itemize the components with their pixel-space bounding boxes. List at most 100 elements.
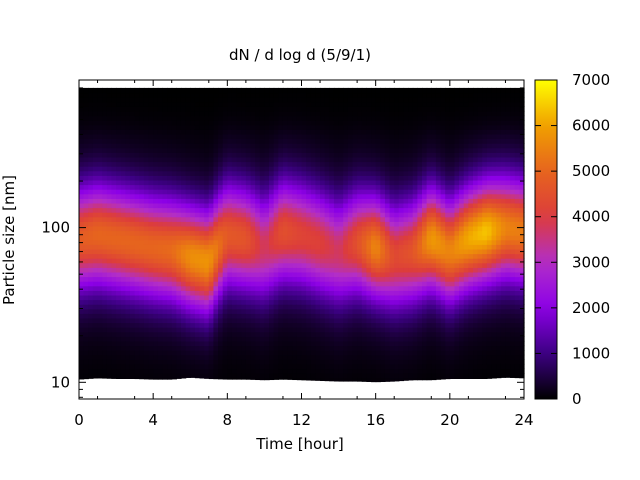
heatmap-cell [167,166,173,172]
heatmap-cell [343,354,349,360]
heatmap-cell [259,340,266,347]
heatmap-cell [176,207,182,213]
heatmap-cell [394,235,400,241]
heatmap-cell [79,230,85,236]
heatmap-cell [222,147,228,153]
heatmap-cell [343,294,349,301]
heatmap-cell [125,373,131,379]
heatmap-plot-area [79,87,525,383]
heatmap-cell [338,212,344,218]
heatmap-cell [213,244,219,250]
heatmap-cell [194,129,201,135]
heatmap-cell [92,225,99,232]
heatmap-cell [375,175,381,181]
heatmap-cell [125,175,131,181]
heatmap-cell [255,147,261,153]
heatmap-cell [129,212,136,218]
heatmap-cell [422,258,428,264]
heatmap-cell [412,124,418,130]
heatmap-cell [278,350,284,356]
heatmap-cell [245,170,252,176]
heatmap-cell [245,350,252,356]
heatmap-cell [269,285,275,291]
heatmap-cell [139,110,145,117]
heatmap-cell [426,359,432,365]
heatmap-cell [129,92,136,98]
heatmap-cell [398,336,405,342]
heatmap-cell [88,239,94,245]
heatmap-cell [352,115,358,121]
heatmap-cell [357,170,363,176]
heatmap-cell [259,106,266,112]
heatmap-cell [380,340,386,347]
heatmap-cell [357,262,363,268]
heatmap-cell [426,368,432,374]
heatmap-cell [273,97,279,103]
heatmap-cell [324,350,330,356]
heatmap-cell [102,193,108,199]
heatmap-cell [111,92,117,98]
heatmap-cell [371,184,377,190]
heatmap-cell [389,235,395,241]
heatmap-cell [190,331,196,337]
heatmap-cell [255,129,261,135]
heatmap-cell [403,202,409,209]
heatmap-cell [241,225,247,232]
heatmap-cell [213,87,219,94]
heatmap-cell [102,235,108,241]
heatmap-cell [129,129,136,135]
heatmap-cell [167,235,173,241]
heatmap-cell [204,198,210,204]
heatmap-cell [204,340,210,347]
heatmap-cell [83,359,89,365]
heatmap-cell [435,258,442,264]
heatmap-cell [222,354,228,360]
heatmap-cell [320,221,326,227]
heatmap-cell [241,207,247,213]
heatmap-cell [227,198,233,204]
heatmap-cell [273,138,279,144]
heatmap-cell [148,350,154,356]
heatmap-cell [371,110,377,117]
heatmap-cell [102,294,108,301]
heatmap-cell [343,363,349,370]
heatmap-cell [162,363,168,370]
heatmap-cell [194,350,201,356]
heatmap-cell [111,120,117,126]
heatmap-cell [204,313,210,319]
heatmap-cell [278,258,284,264]
heatmap-cell [167,239,173,245]
heatmap-cell [148,101,154,107]
heatmap-cell [310,368,317,374]
heatmap-cell [185,156,191,163]
heatmap-cell [352,235,358,241]
heatmap-cell [371,276,377,282]
heatmap-cell [106,368,113,374]
heatmap-cell [222,322,228,328]
heatmap-cell [422,225,428,232]
heatmap-cell [329,373,335,379]
heatmap-cell [176,120,182,126]
heatmap-cell [315,267,321,273]
heatmap-cell [116,133,122,140]
heatmap-cell [83,345,89,351]
heatmap-cell [157,354,164,360]
heatmap-cell [287,336,293,342]
heatmap-cell [352,156,358,163]
heatmap-cell [241,363,247,370]
heatmap-cell [120,152,126,158]
heatmap-cell [92,350,99,356]
heatmap-cell [180,248,187,255]
heatmap-cell [343,262,349,268]
heatmap-cell [134,258,140,264]
heatmap-cell [106,262,113,268]
heatmap-cell [134,359,140,365]
heatmap-cell [282,304,289,310]
heatmap-cell [259,327,266,333]
heatmap-cell [324,179,330,186]
heatmap-cell [241,115,247,121]
heatmap-cell [384,340,391,347]
heatmap-cell [259,368,266,374]
heatmap-cell [255,184,261,190]
heatmap-cell [148,239,154,245]
